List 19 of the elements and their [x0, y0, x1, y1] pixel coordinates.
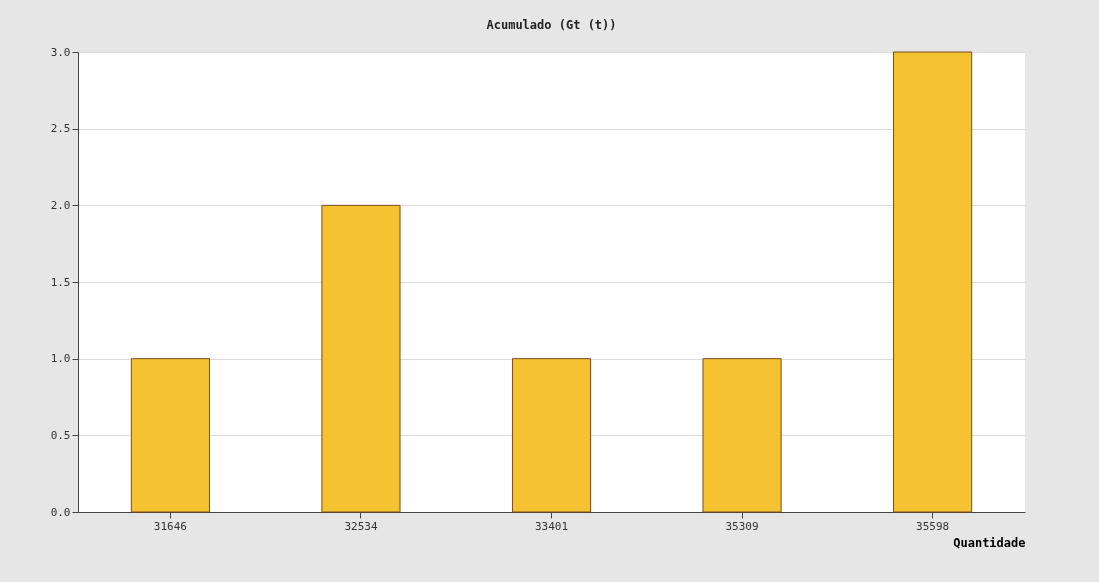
x-tick-label: 31646 — [153, 519, 187, 533]
bar — [130, 358, 210, 513]
x-tick-label: 35309 — [725, 519, 759, 533]
y-tick-label: 3.0 — [50, 45, 71, 59]
y-tick-label: 0.5 — [50, 428, 71, 442]
x-axis-title: Quantidade — [953, 535, 1026, 550]
y-tick-label: 2.0 — [50, 198, 71, 212]
x-tick-label: 32534 — [344, 519, 378, 533]
y-tick-label: 0.0 — [50, 505, 71, 519]
bar — [893, 51, 973, 513]
bar — [511, 358, 592, 513]
x-tick-label: 35598 — [916, 519, 950, 533]
y-tick-label: 1.5 — [50, 275, 71, 289]
x-tick-label: 33401 — [534, 519, 569, 533]
y-tick-label: 1.0 — [50, 352, 71, 366]
y-tick-label: 2.5 — [50, 122, 71, 136]
bar — [321, 204, 401, 513]
bar — [702, 358, 782, 513]
chart-title: Acumulado (Gt (t)) — [486, 18, 617, 32]
